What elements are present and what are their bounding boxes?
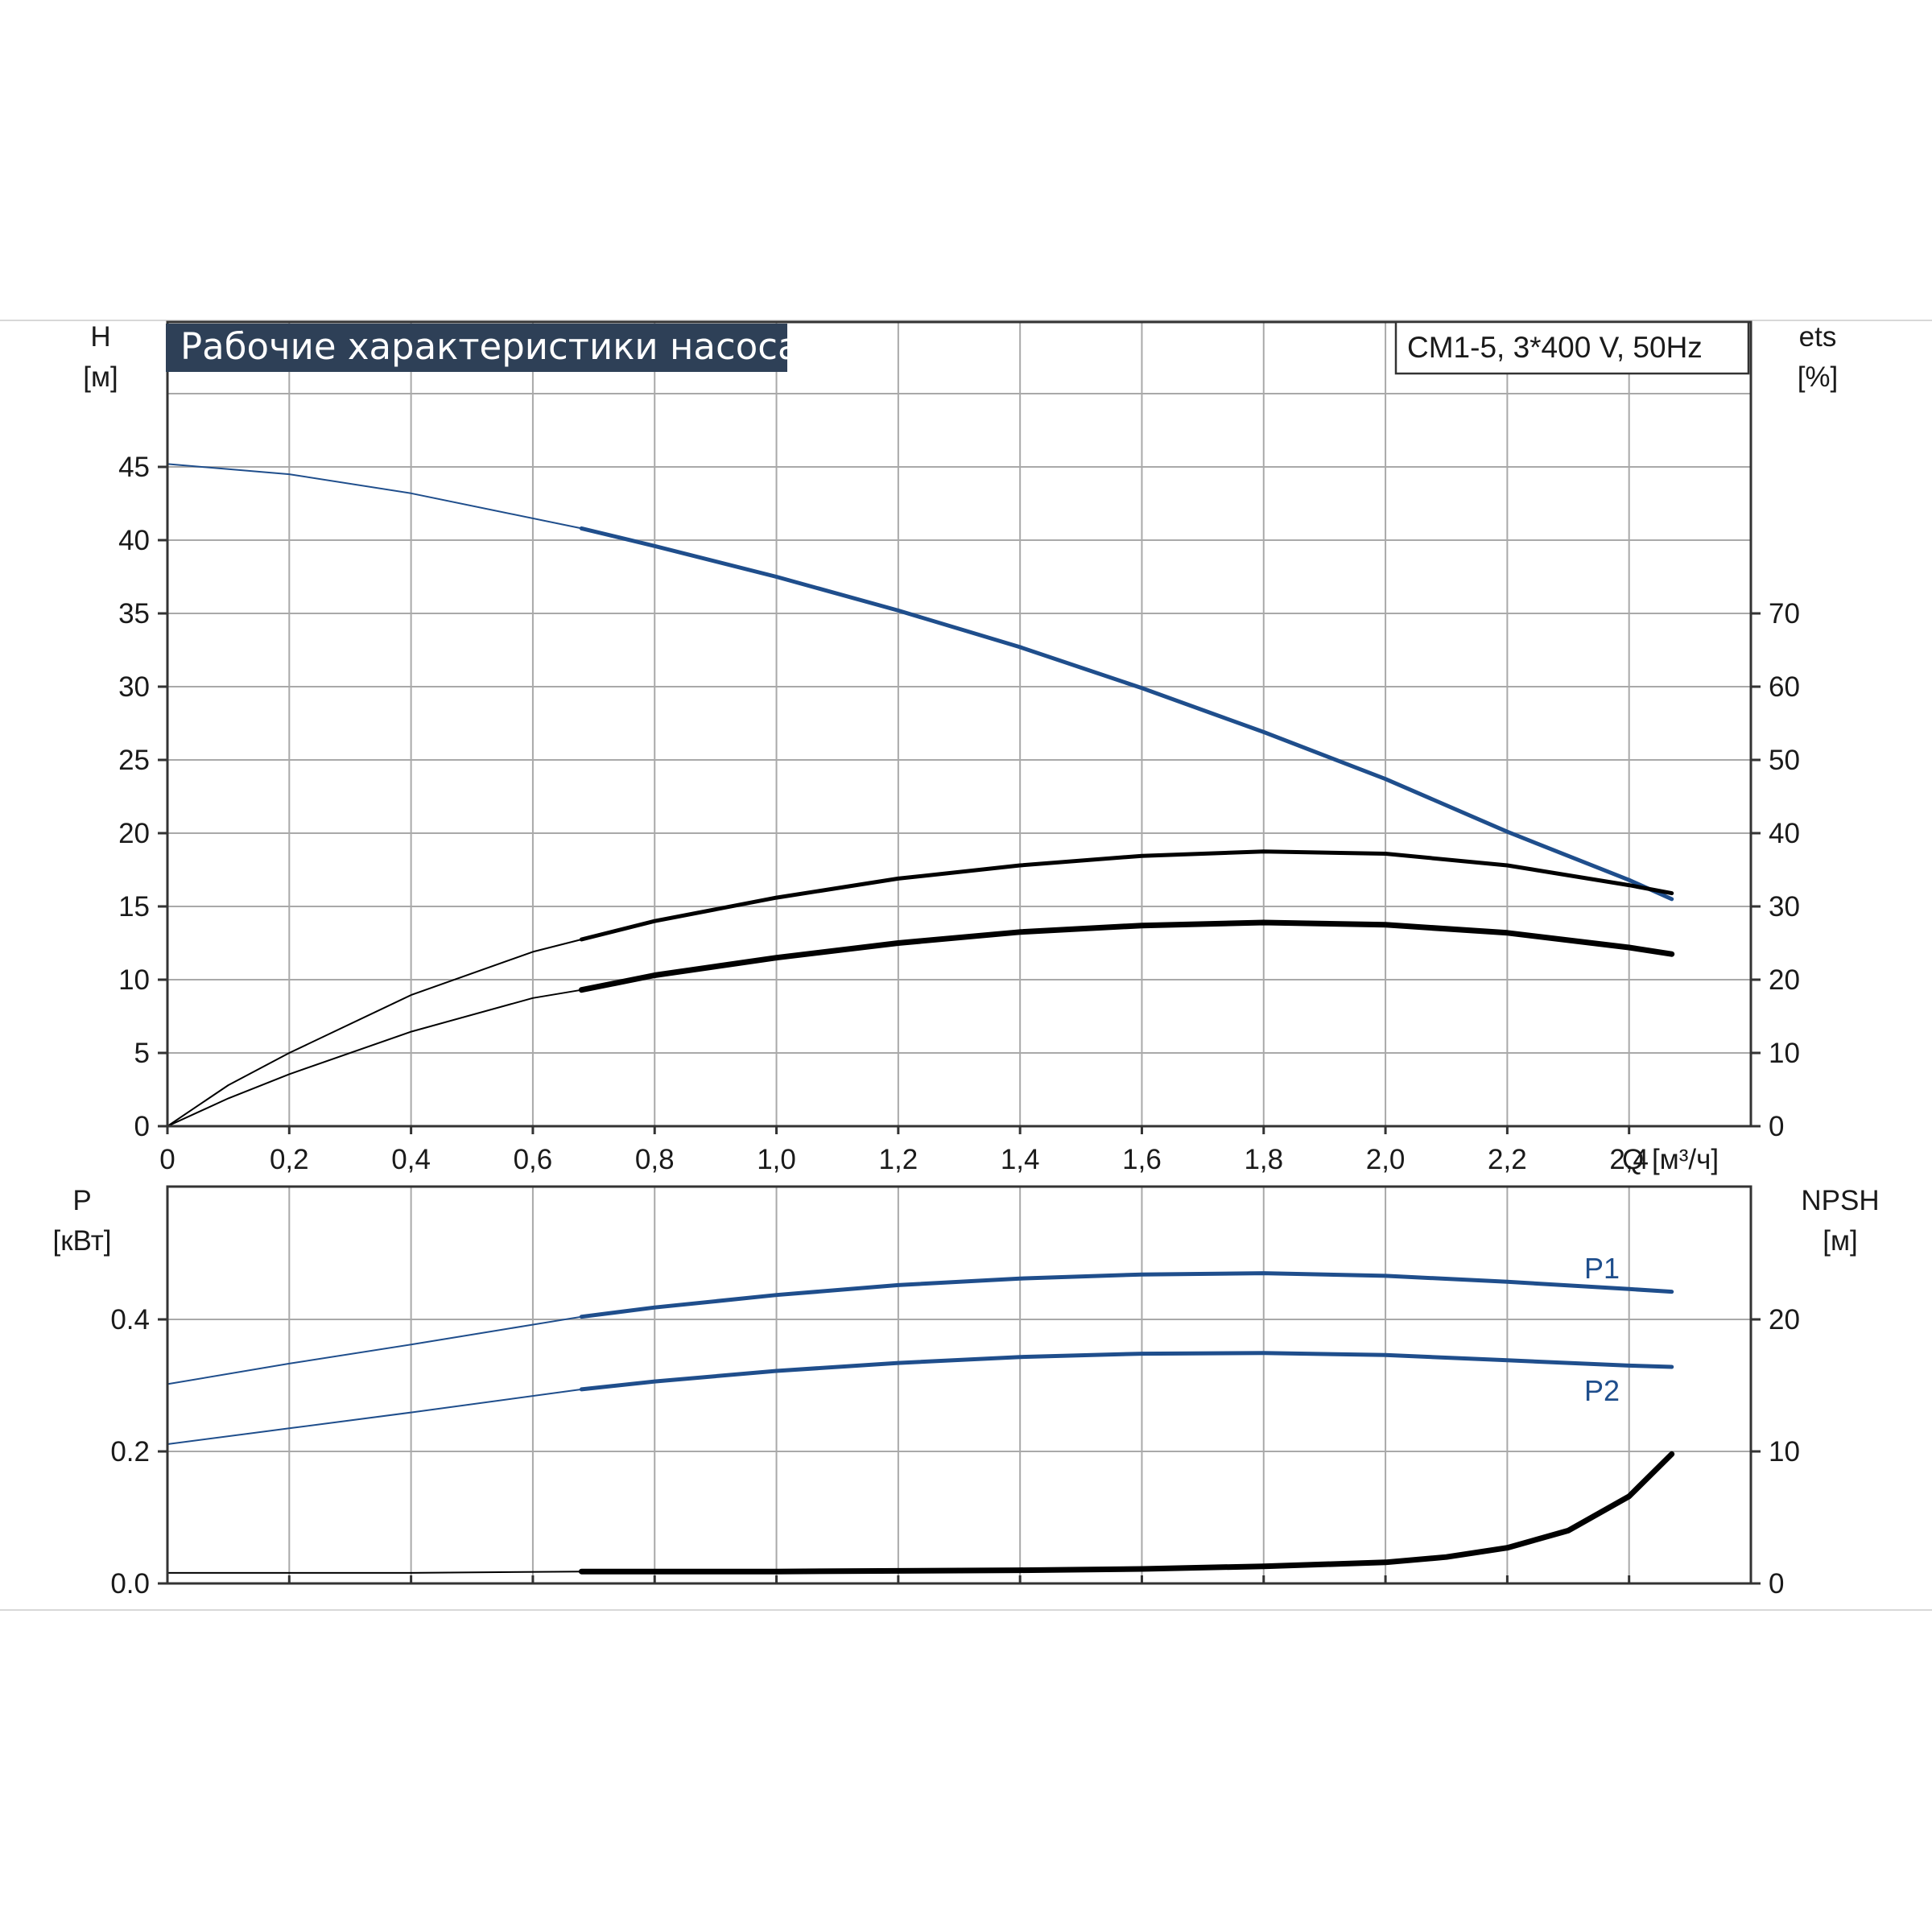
top-left-tick-label: 35	[118, 598, 150, 630]
npsh-axis-unit: [м]	[1823, 1225, 1858, 1257]
top-left-tick-label: 40	[118, 525, 150, 556]
top-left-tick-label: 25	[118, 745, 150, 776]
head-curve-bold	[579, 526, 1674, 902]
x-tick-label: 2,0	[1366, 1144, 1406, 1175]
top-left-tick-label: 5	[134, 1038, 150, 1069]
top-right-tick-label: 0	[1769, 1111, 1784, 1142]
chart-title: Рабочие характеристики насоса	[180, 325, 800, 368]
npsh-curve-bold	[578, 1451, 1675, 1575]
bottom-left-tick-label: 0.4	[110, 1304, 150, 1335]
bottom-grid	[167, 1187, 1751, 1583]
x-tick-label: 2,2	[1488, 1144, 1527, 1175]
x-tick-label: 0,6	[514, 1144, 553, 1175]
npsh-axis-title: NPSH	[1801, 1185, 1879, 1216]
h-axis-unit: [м]	[83, 361, 118, 393]
model-label-box: CM1-5, 3*400 V, 50Hz	[1394, 320, 1750, 375]
top-right-tick-label: 30	[1769, 891, 1800, 923]
x-tick-label: 2,4	[1609, 1144, 1649, 1175]
x-tick-label: 0,2	[270, 1144, 309, 1175]
top-left-tick-label: 30	[118, 671, 150, 703]
top-left-tick-label: 0	[134, 1111, 150, 1142]
efficiency-curve-1-thin	[167, 939, 582, 1127]
eta-axis-title: ets	[1799, 321, 1837, 353]
top-right-tick-label: 50	[1769, 745, 1800, 776]
x-tick-label: 1,6	[1122, 1144, 1162, 1175]
p1-curve-thin	[167, 1315, 582, 1385]
bottom-axes: 0.0 0.2 0.4 0 10 20 P [кВт] NPSH [м]	[53, 1185, 1880, 1600]
top-right-tick-label: 60	[1769, 671, 1800, 703]
p2-curve-bold	[579, 1351, 1674, 1392]
x-tick-label: 0,4	[391, 1144, 431, 1175]
bottom-curves	[167, 1271, 1675, 1575]
bottom-plot-frame	[166, 1185, 1752, 1585]
model-label: CM1-5, 3*400 V, 50Hz	[1407, 331, 1703, 364]
model-label-frame	[1394, 320, 1750, 375]
x-axis-title: Q [м³/ч]	[1622, 1144, 1719, 1175]
top-left-tick-label: 20	[118, 818, 150, 849]
p1-curve-bold	[579, 1271, 1674, 1319]
eta-axis-unit: [%]	[1798, 361, 1839, 393]
title-background	[166, 324, 787, 372]
top-left-tick-label: 15	[118, 891, 150, 923]
chart-title-box: Рабочие характеристики насоса	[166, 324, 800, 372]
top-grid	[167, 322, 1751, 1126]
bottom-right-tick-label: 0	[1769, 1568, 1784, 1600]
top-left-tick-label: 45	[118, 452, 150, 483]
top-right-tick-label: 70	[1769, 598, 1800, 630]
efficiency-curve-2-thin	[167, 989, 582, 1127]
x-tick-label: 0,8	[635, 1144, 675, 1175]
bottom-right-tick-label: 10	[1769, 1436, 1800, 1468]
top-plot-frame	[166, 320, 1752, 1128]
p-axis-title: P	[72, 1185, 91, 1216]
top-right-tick-label: 20	[1769, 964, 1800, 996]
h-axis-title: H	[90, 321, 110, 353]
p2-curve-thin	[167, 1388, 582, 1445]
top-axes: 0 5 10 15 20 25 30 35 40 45 0 10 20 30 40 50 60 70 0 0,2 0,4…	[83, 320, 1839, 1175]
npsh-curve-thin	[167, 1571, 582, 1574]
efficiency-curve-1-bold	[579, 849, 1674, 942]
top-right-tick-label: 40	[1769, 818, 1800, 849]
series-label-p2: P2	[1584, 1374, 1620, 1407]
series-label-p1: P1	[1584, 1252, 1620, 1285]
efficiency-curve-2-bold	[578, 919, 1675, 993]
top-curves	[167, 463, 1675, 1127]
x-tick-label: 0	[159, 1144, 175, 1175]
x-tick-label: 1,8	[1244, 1144, 1283, 1175]
head-curve-thin	[167, 463, 582, 530]
top-left-tick-label: 10	[118, 964, 150, 996]
top-right-tick-label: 10	[1769, 1038, 1800, 1069]
bottom-right-tick-label: 20	[1769, 1304, 1800, 1335]
p-axis-unit: [кВт]	[53, 1225, 112, 1257]
x-tick-label: 1,2	[879, 1144, 919, 1175]
x-tick-label: 1,0	[757, 1144, 796, 1175]
bottom-left-tick-label: 0.2	[110, 1436, 150, 1468]
bottom-left-tick-label: 0.0	[110, 1568, 150, 1600]
x-tick-label: 1,4	[1001, 1144, 1040, 1175]
